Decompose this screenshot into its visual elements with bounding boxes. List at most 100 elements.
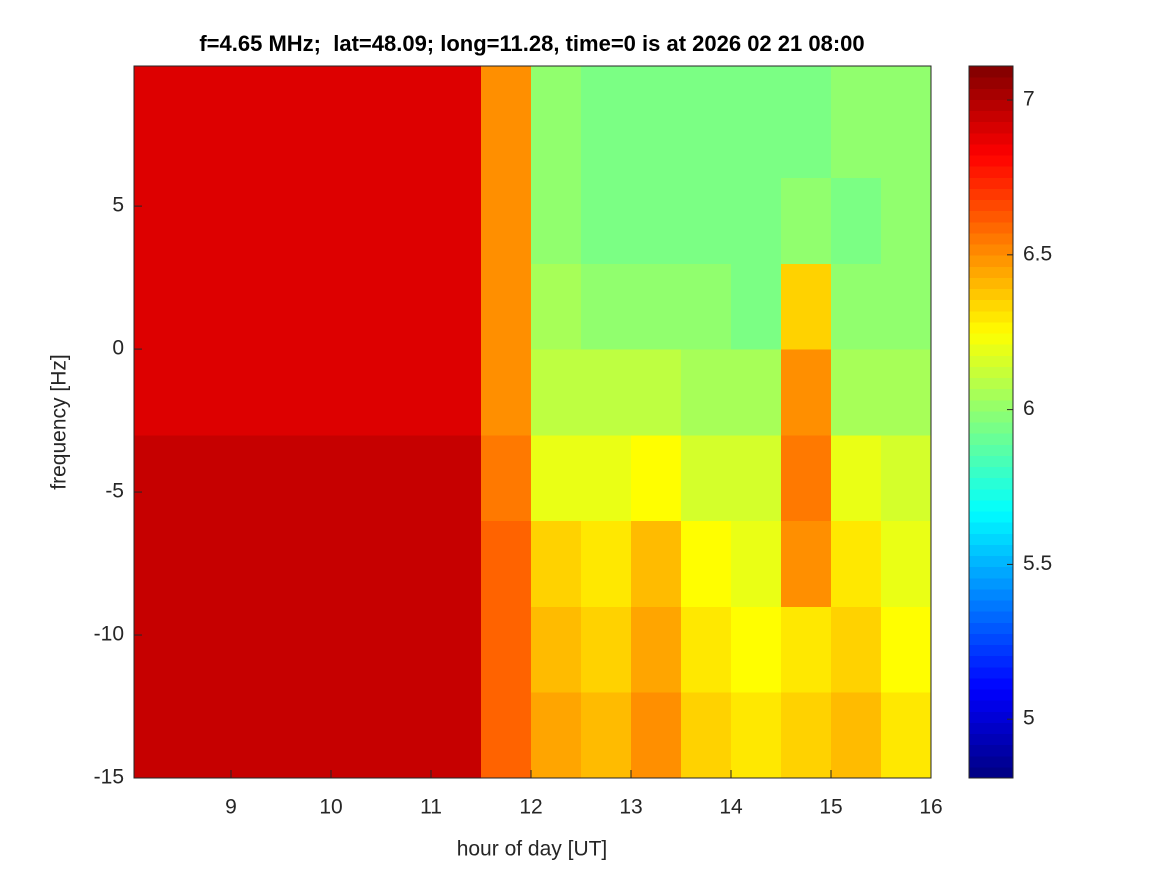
heatmap-cell xyxy=(431,263,482,350)
heatmap-cell xyxy=(381,520,432,607)
colorbar-swatch xyxy=(969,388,1013,401)
heatmap-cell xyxy=(481,434,532,522)
heatmap-cell xyxy=(181,263,232,350)
heatmap-cell xyxy=(134,177,182,264)
heatmap-cell xyxy=(134,349,182,436)
heatmap-cell xyxy=(681,263,732,350)
heatmap-cell xyxy=(731,520,782,607)
heatmap-cell xyxy=(431,349,482,436)
heatmap-cell xyxy=(181,434,232,522)
heatmap-cell xyxy=(231,434,282,522)
heatmap-cell xyxy=(831,349,882,436)
colorbar-swatch xyxy=(969,333,1013,345)
y-tick-label: -10 xyxy=(94,623,124,646)
heatmap-cell xyxy=(631,66,682,179)
colorbar-swatch xyxy=(969,544,1013,556)
heatmap-cell xyxy=(731,692,782,779)
colorbar-swatch xyxy=(969,488,1013,501)
colorbar-swatch xyxy=(969,588,1013,601)
heatmap-cell xyxy=(581,263,632,350)
heatmap-cell xyxy=(631,349,682,436)
colorbar-swatch xyxy=(969,199,1013,212)
colorbar-swatch xyxy=(969,522,1013,534)
heatmap-cell xyxy=(881,263,932,350)
heatmap-cell xyxy=(881,434,932,522)
heatmap-cell xyxy=(231,692,282,779)
heatmap-cell xyxy=(631,692,682,779)
heatmap-cell xyxy=(481,349,532,436)
colorbar-swatch xyxy=(969,633,1013,645)
colorbar-swatch xyxy=(969,255,1013,267)
heatmap-cell xyxy=(431,66,482,179)
heatmap-cell xyxy=(134,606,182,693)
heatmap-cell xyxy=(781,66,832,179)
colorbar-swatch xyxy=(969,644,1013,657)
heatmap-cell xyxy=(881,520,932,607)
colorbar-swatch xyxy=(969,377,1013,390)
heatmap-cell xyxy=(181,692,232,779)
heatmap-cell xyxy=(281,177,332,264)
colorbar-swatch xyxy=(969,266,1013,278)
heatmap-cell xyxy=(481,66,532,179)
heatmap-cell xyxy=(331,349,382,436)
colorbar-swatch xyxy=(969,611,1013,623)
colorbar-tick-label: 5 xyxy=(1023,707,1035,730)
heatmap-cell xyxy=(781,177,832,264)
x-tick-label: 10 xyxy=(319,796,342,819)
colorbar-swatch xyxy=(969,310,1013,323)
heatmap-cell xyxy=(134,66,182,179)
colorbar-swatch xyxy=(969,677,1013,690)
colorbar-swatch xyxy=(969,366,1013,378)
colorbar-swatch xyxy=(969,744,1013,757)
colorbar-swatch xyxy=(969,210,1013,223)
heatmap-cell xyxy=(831,66,882,179)
heatmap-cell xyxy=(381,606,432,693)
heatmap-cell xyxy=(381,692,432,779)
colorbar-swatch xyxy=(969,177,1013,189)
colorbar-swatch xyxy=(969,399,1013,412)
heatmap-cell xyxy=(631,263,682,350)
colorbar-swatch xyxy=(969,422,1013,434)
colorbar-swatch xyxy=(969,733,1013,746)
colorbar-swatch xyxy=(969,99,1013,111)
heatmap-cell xyxy=(231,66,282,179)
heatmap-cell xyxy=(431,177,482,264)
heatmap-cell xyxy=(831,434,882,522)
heatmap-cell xyxy=(481,177,532,264)
heatmap-cell xyxy=(281,263,332,350)
heatmap-cell xyxy=(231,520,282,607)
heatmap-cell xyxy=(831,520,882,607)
colorbar-swatch xyxy=(969,299,1013,312)
plot-frame xyxy=(133,65,932,779)
heatmap-cell xyxy=(881,349,932,436)
colorbar-swatch xyxy=(969,132,1013,145)
heatmap-cell xyxy=(134,692,182,779)
x-tick-label: 13 xyxy=(619,796,642,819)
colorbar-swatch xyxy=(969,344,1013,356)
heatmap-cell xyxy=(881,177,932,264)
colorbar-tick-label: 6.5 xyxy=(1023,242,1052,265)
colorbar-swatch xyxy=(969,755,1013,768)
heatmap-cell xyxy=(531,520,582,607)
colorbar-swatch xyxy=(969,121,1013,134)
heatmap-cell xyxy=(431,606,482,693)
colorbar-swatch xyxy=(969,166,1013,178)
heatmap-cell xyxy=(481,263,532,350)
heatmap-cell xyxy=(481,606,532,693)
heatmap-cell xyxy=(731,349,782,436)
colorbar-swatch xyxy=(969,277,1013,289)
heatmap-cell xyxy=(231,177,282,264)
colorbar-swatch xyxy=(969,221,1013,234)
colorbar-swatch xyxy=(969,455,1013,467)
heatmap-cell xyxy=(731,263,782,350)
colorbar-swatch xyxy=(969,77,1013,89)
heatmap-cell xyxy=(881,692,932,779)
heatmap-cell xyxy=(181,177,232,264)
heatmap-cell xyxy=(134,434,182,522)
heatmap-cell xyxy=(681,692,732,779)
heatmap-cell xyxy=(781,434,832,522)
heatmap-cell xyxy=(581,434,632,522)
heatmap-cell xyxy=(331,520,382,607)
heatmap-cell xyxy=(581,66,632,179)
